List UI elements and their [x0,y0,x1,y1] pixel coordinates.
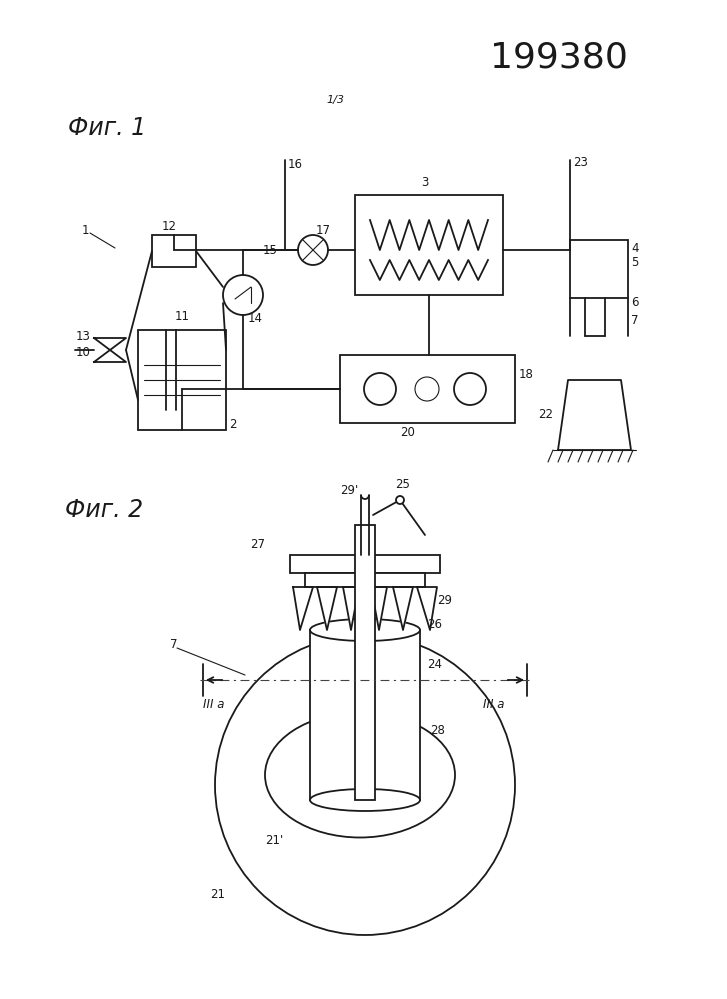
Text: 29: 29 [437,593,452,606]
Text: III а: III а [483,698,505,711]
Text: 22: 22 [538,409,553,422]
Ellipse shape [310,789,420,811]
Text: 29': 29' [340,484,358,497]
Bar [305,573,425,587]
Text: 27: 27 [250,538,265,551]
Text: 7: 7 [170,638,177,651]
Bar [340,355,515,423]
Text: 21: 21 [210,888,225,901]
Bar [355,525,375,800]
Text: 26: 26 [427,618,442,631]
Circle shape [396,496,404,504]
Polygon shape [393,587,413,630]
Text: 199380: 199380 [490,41,628,75]
Text: Фиг. 1: Фиг. 1 [68,116,146,140]
Text: 15: 15 [263,244,278,257]
Text: 1: 1 [82,224,89,237]
Circle shape [364,373,396,405]
Text: 14: 14 [248,313,263,326]
Bar [355,195,503,295]
Text: 16: 16 [288,158,303,171]
Text: 25: 25 [395,479,410,492]
Polygon shape [94,350,126,362]
Ellipse shape [310,619,420,641]
Polygon shape [317,587,337,630]
Circle shape [215,635,515,935]
Circle shape [223,275,263,315]
Text: 21': 21' [265,833,284,846]
Bar [290,555,440,573]
Text: 4: 4 [631,242,638,255]
Polygon shape [293,587,313,630]
Text: 1/3: 1/3 [326,95,344,105]
Circle shape [298,235,328,265]
Text: 5: 5 [631,256,638,269]
Polygon shape [94,338,126,350]
Text: 24: 24 [427,658,442,671]
Polygon shape [417,587,437,630]
Text: 20: 20 [400,427,415,440]
Text: 2: 2 [229,419,236,432]
Text: 11: 11 [175,311,190,324]
Polygon shape [371,587,387,630]
Text: 13: 13 [76,330,91,343]
Text: 10: 10 [76,346,91,359]
Text: Фиг. 2: Фиг. 2 [65,498,143,522]
Text: III а: III а [203,698,225,711]
Text: 12: 12 [162,221,177,234]
Bar [138,330,226,430]
Text: 18: 18 [519,369,534,382]
Text: 3: 3 [422,177,429,190]
Text: 28: 28 [430,723,445,736]
Text: 23: 23 [573,157,588,170]
Circle shape [454,373,486,405]
Circle shape [415,377,439,401]
Polygon shape [343,587,359,630]
Text: 17: 17 [316,224,331,237]
Text: 7: 7 [631,314,638,327]
Text: 6: 6 [631,297,638,310]
Polygon shape [558,380,631,450]
Bar [570,240,628,298]
Bar [310,630,420,800]
Bar [152,235,196,267]
